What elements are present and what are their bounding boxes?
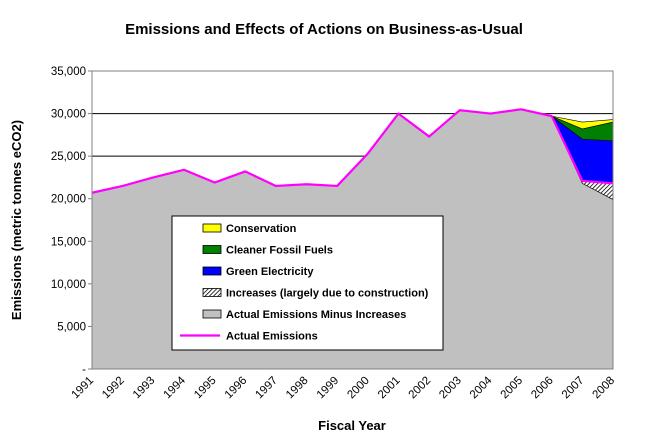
x-tick-label: 1999	[315, 375, 342, 402]
y-tick-label: 10,000	[51, 279, 86, 291]
x-tick-label: 1991	[70, 375, 97, 402]
y-tick-label: 5,000	[57, 321, 86, 333]
x-axis-ticks: 1991 1992 1993 1994 1995 1996 1997 1998 1999 2000…	[70, 374, 618, 401]
legend-marker-green-electricity	[202, 266, 222, 276]
legend-marker-increases-largely-due-to-construction-	[202, 288, 222, 297]
y-tick-label: 35,000	[51, 66, 86, 78]
x-tick-label: 1997	[253, 375, 280, 402]
y-tick-label: 30,000	[51, 109, 86, 121]
x-tick-label: 2006	[529, 375, 556, 402]
y-axis-ticks: - 5,000 10,000 15,000 20,000 25,000 30,000 35,0…	[51, 66, 92, 376]
x-tick-label: 1996	[223, 375, 250, 402]
legend-label-conservation: Conservation	[226, 223, 297, 235]
legend-marker-actual-emissions-minus-increases	[202, 309, 222, 319]
x-tick-label: 2001	[376, 375, 403, 402]
legend-label-increases-largely-due-to-construction-: Increases (largely due to construction)	[226, 288, 429, 300]
x-axis-title: Fiscal Year	[318, 418, 386, 433]
x-tick-label: 1994	[161, 374, 188, 401]
x-tick-label: 2005	[499, 375, 526, 402]
series-lines	[91, 108, 614, 194]
x-tick-label: 2002	[407, 375, 434, 402]
legend-marker-conservation	[202, 223, 222, 233]
y-tick-label: 20,000	[51, 194, 86, 206]
y-axis-title: Emissions (metric tonnes eCO2)	[9, 120, 24, 320]
x-tick-label: 1995	[192, 375, 219, 402]
legend-label-cleaner-fossil-fuels: Cleaner Fossil Fuels	[226, 245, 333, 257]
x-tick-label: 2000	[345, 375, 372, 402]
legend-label-actual-emissions-minus-increases: Actual Emissions Minus Increases	[226, 309, 406, 321]
x-tick-label: 2004	[468, 374, 495, 401]
legend-box	[171, 215, 444, 351]
x-tick-label: 1998	[284, 375, 311, 402]
x-tick-label: 2003	[437, 375, 464, 402]
plot-border	[91, 70, 614, 370]
y-tick-label: -	[82, 364, 86, 376]
x-tick-label: 1992	[100, 375, 127, 402]
legend-marker-cleaner-fossil-fuels	[202, 245, 222, 254]
legend: Conservation Cleaner Fossil Fuels Green El…	[171, 215, 444, 351]
legend-label-green-electricity: Green Electricity	[226, 266, 314, 278]
x-tick-label: 1993	[131, 375, 158, 402]
line-actual-emissions	[91, 108, 614, 194]
y-tick-label: 25,000	[51, 151, 86, 163]
x-tick-label: 2007	[560, 375, 587, 402]
y-tick-label: 15,000	[51, 236, 86, 248]
x-tick-label: 2008	[591, 375, 618, 402]
chart-title: Emissions and Effects of Actions on Busi…	[125, 21, 523, 38]
legend-label-actual-emissions: Actual Emissions	[226, 331, 318, 343]
